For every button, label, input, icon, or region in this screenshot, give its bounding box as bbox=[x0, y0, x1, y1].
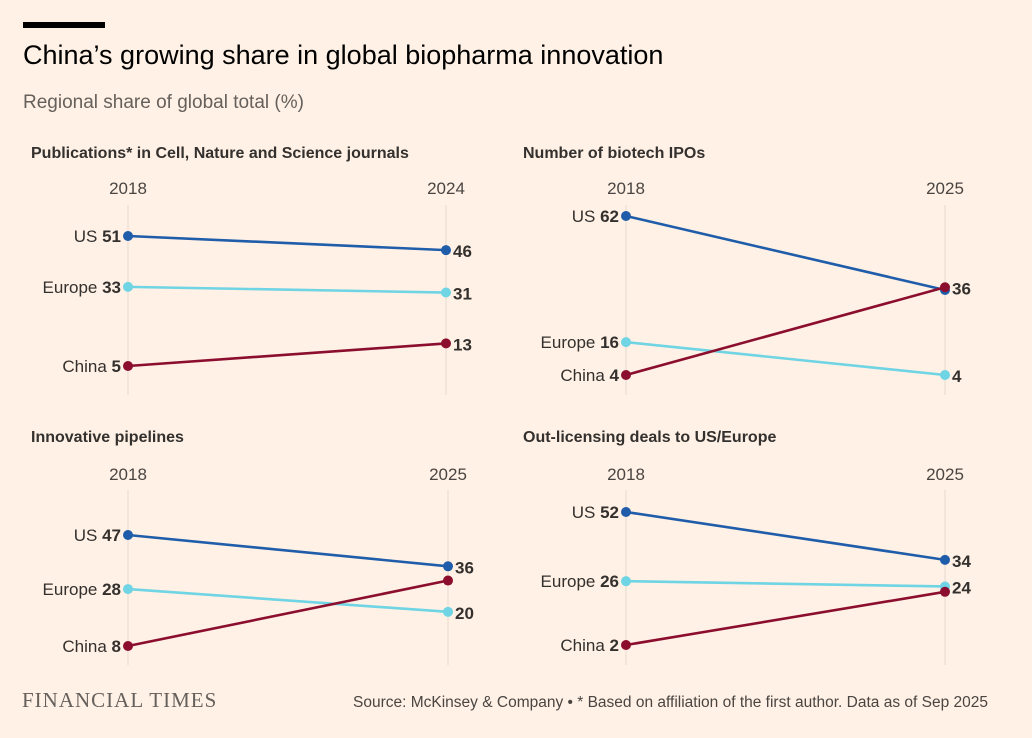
series-line-us bbox=[625, 510, 946, 562]
end-label-europe: 31 bbox=[453, 285, 472, 304]
panel-title: Publications* in Cell, Nature and Scienc… bbox=[31, 145, 409, 162]
year-label-end: 2025 bbox=[926, 179, 964, 198]
panel-title: Innovative pipelines bbox=[31, 429, 184, 446]
start-label-china: China 4 bbox=[560, 366, 619, 385]
series-line-china bbox=[625, 590, 946, 647]
source-note: Source: McKinsey & Company • * Based on … bbox=[353, 694, 988, 711]
year-label-start: 2018 bbox=[607, 465, 645, 484]
point-end-us bbox=[443, 561, 453, 572]
point-start-china bbox=[621, 640, 631, 650]
point-end-us bbox=[940, 554, 950, 565]
end-label-china: 13 bbox=[453, 335, 472, 354]
ft-logo: FINANCIAL TIMES bbox=[22, 688, 218, 712]
chart-title: China’s growing share in global biopharm… bbox=[23, 40, 664, 70]
point-start-us bbox=[621, 507, 631, 517]
end-label-us: 34 bbox=[952, 552, 971, 571]
point-start-china bbox=[123, 641, 133, 651]
series-line-china bbox=[127, 342, 447, 368]
point-start-us bbox=[123, 530, 133, 540]
series-line-europe bbox=[127, 285, 447, 294]
series-line-europe bbox=[127, 587, 449, 614]
year-label-start: 2018 bbox=[109, 179, 147, 198]
series-line-us bbox=[625, 214, 946, 292]
start-label-europe: Europe 16 bbox=[541, 333, 619, 352]
start-label-china: China 2 bbox=[560, 636, 619, 655]
point-start-us bbox=[123, 231, 133, 241]
series-line-china bbox=[625, 286, 946, 377]
panel-3: Innovative pipelines 2018 2025 US 47 36 Europ… bbox=[31, 429, 474, 665]
point-end-europe bbox=[940, 370, 950, 380]
point-end-china bbox=[940, 586, 950, 597]
series-line-us bbox=[127, 533, 449, 568]
point-end-europe bbox=[441, 287, 451, 298]
point-start-europe bbox=[621, 576, 631, 587]
end-label-us: 46 bbox=[453, 242, 472, 261]
year-label-start: 2018 bbox=[607, 179, 645, 198]
panel-1: Publications* in Cell, Nature and Scienc… bbox=[31, 145, 472, 395]
year-label-end: 2025 bbox=[429, 465, 467, 484]
series-line-europe bbox=[625, 340, 946, 377]
start-label-europe: Europe 33 bbox=[43, 278, 121, 297]
series-line-europe bbox=[625, 579, 946, 588]
panel-4: Out-licensing deals to US/Europe 2018 2025… bbox=[523, 429, 971, 665]
series-line-china bbox=[127, 579, 449, 648]
top-rule bbox=[23, 22, 105, 28]
point-end-china bbox=[940, 282, 950, 293]
end-label-china: 36 bbox=[952, 279, 971, 298]
point-start-europe bbox=[621, 337, 631, 348]
start-label-us: US 51 bbox=[74, 227, 121, 246]
point-start-china bbox=[621, 370, 631, 380]
series-line-us bbox=[127, 234, 447, 252]
start-label-us: US 52 bbox=[572, 503, 619, 522]
year-label-end: 2024 bbox=[427, 179, 465, 198]
point-end-china bbox=[443, 575, 453, 586]
point-end-china bbox=[441, 338, 451, 349]
start-label-europe: Europe 26 bbox=[541, 572, 619, 591]
point-start-europe bbox=[123, 281, 133, 292]
end-label-europe: 4 bbox=[952, 367, 962, 386]
start-label-us: US 47 bbox=[74, 526, 121, 545]
panel-2: Number of biotech IPOs 2018 2025 US 62 Europ… bbox=[523, 145, 971, 395]
panel-title: Number of biotech IPOs bbox=[523, 145, 705, 162]
year-label-end: 2025 bbox=[926, 465, 964, 484]
year-label-start: 2018 bbox=[109, 465, 147, 484]
point-start-us bbox=[621, 211, 631, 221]
panel-title: Out-licensing deals to US/Europe bbox=[523, 429, 776, 446]
end-label-us: 36 bbox=[455, 558, 474, 577]
chart-subtitle: Regional share of global total (%) bbox=[23, 92, 304, 113]
point-end-europe bbox=[443, 606, 453, 617]
point-start-china bbox=[123, 361, 133, 371]
start-label-us: US 62 bbox=[572, 207, 619, 226]
end-label-europe: 20 bbox=[455, 604, 474, 623]
start-label-europe: Europe 28 bbox=[43, 580, 121, 599]
point-end-us bbox=[441, 245, 451, 256]
point-start-europe bbox=[123, 584, 133, 595]
start-label-china: China 8 bbox=[62, 637, 121, 656]
start-label-china: China 5 bbox=[62, 357, 121, 376]
end-label-europe: 24 bbox=[952, 578, 971, 597]
